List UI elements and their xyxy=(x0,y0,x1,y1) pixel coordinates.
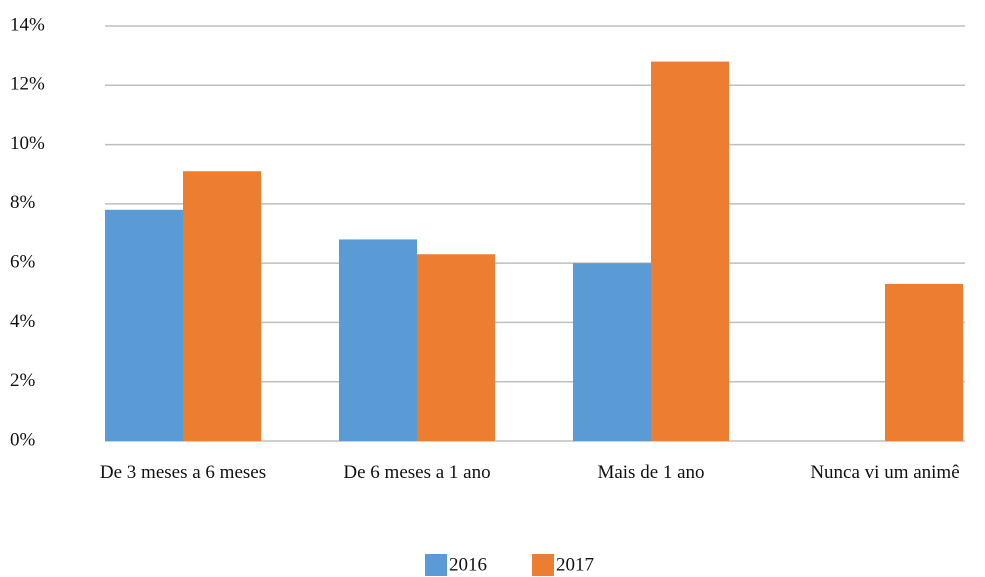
legend-swatch xyxy=(532,554,554,576)
x-tick-label: De 6 meses a 1 ano xyxy=(343,462,491,483)
y-tick-label: 10% xyxy=(10,133,45,154)
bar xyxy=(105,209,183,441)
y-tick-label: 6% xyxy=(10,252,36,273)
bar xyxy=(651,61,729,441)
y-tick-label: 14% xyxy=(10,14,45,35)
x-tick-label: Mais de 1 ano xyxy=(597,462,705,483)
legend-label: 2016 xyxy=(449,554,487,575)
bar xyxy=(339,239,417,441)
y-tick-label: 12% xyxy=(10,74,45,95)
x-tick-label: Nunca vi um animê xyxy=(810,462,960,483)
bar xyxy=(417,254,495,441)
bar xyxy=(183,171,261,441)
bar xyxy=(573,263,651,441)
legend-swatch xyxy=(425,554,447,576)
x-tick-label: De 3 meses a 6 meses xyxy=(99,462,267,483)
bar xyxy=(885,283,963,441)
legend-label: 2017 xyxy=(556,554,594,575)
y-tick-label: 4% xyxy=(10,311,36,332)
y-tick-label: 0% xyxy=(10,429,36,450)
y-tick-label: 8% xyxy=(10,192,36,213)
y-tick-label: 2% xyxy=(10,370,36,391)
